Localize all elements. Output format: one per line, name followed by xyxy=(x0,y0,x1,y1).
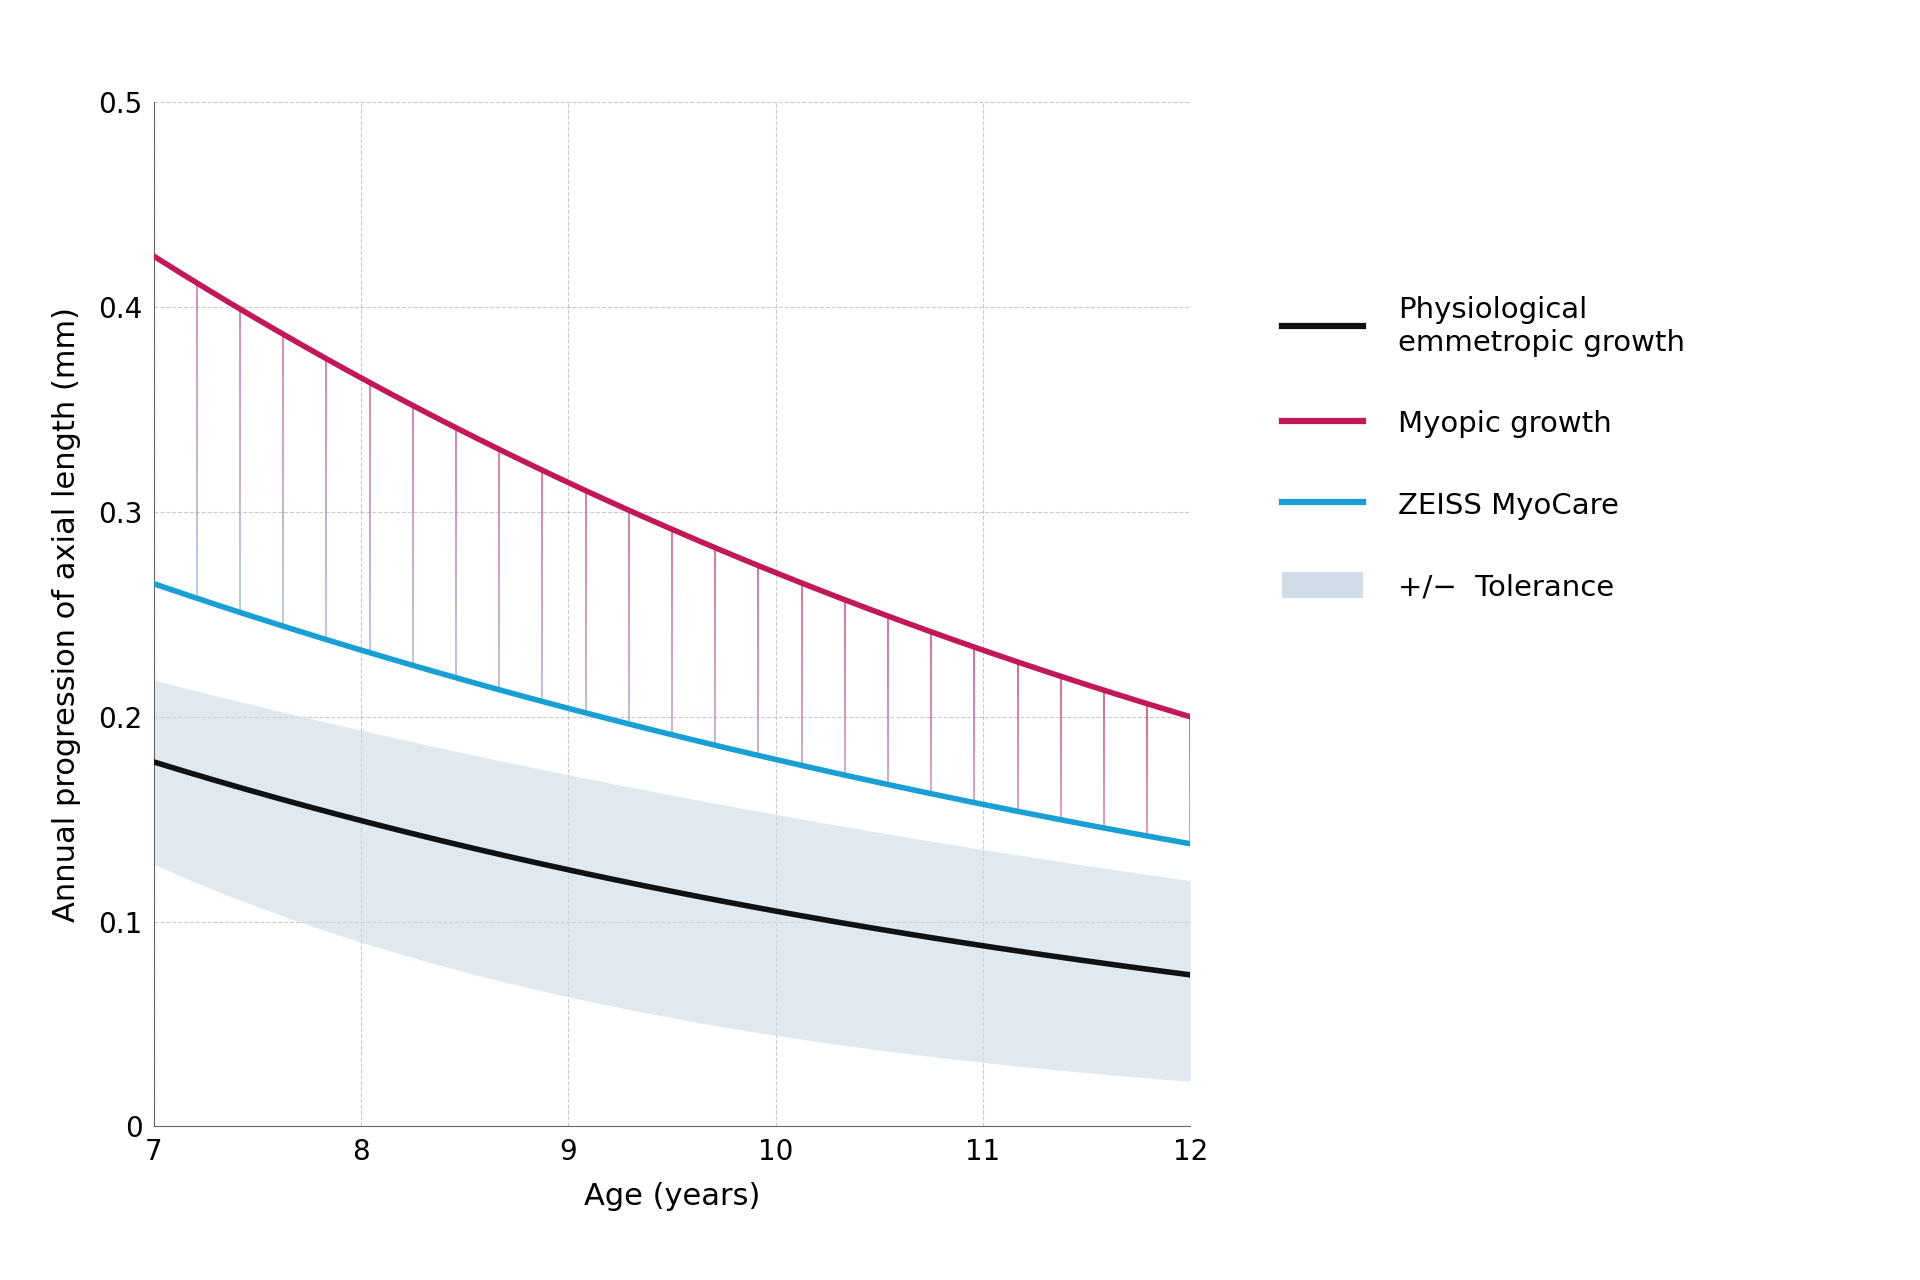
Legend: Physiological
emmetropic growth, Myopic growth, ZEISS MyoCare, +/−  Tolerance: Physiological emmetropic growth, Myopic … xyxy=(1283,296,1686,602)
Y-axis label: Annual progression of axial length (mm): Annual progression of axial length (mm) xyxy=(52,307,81,922)
X-axis label: Age (years): Age (years) xyxy=(584,1183,760,1211)
